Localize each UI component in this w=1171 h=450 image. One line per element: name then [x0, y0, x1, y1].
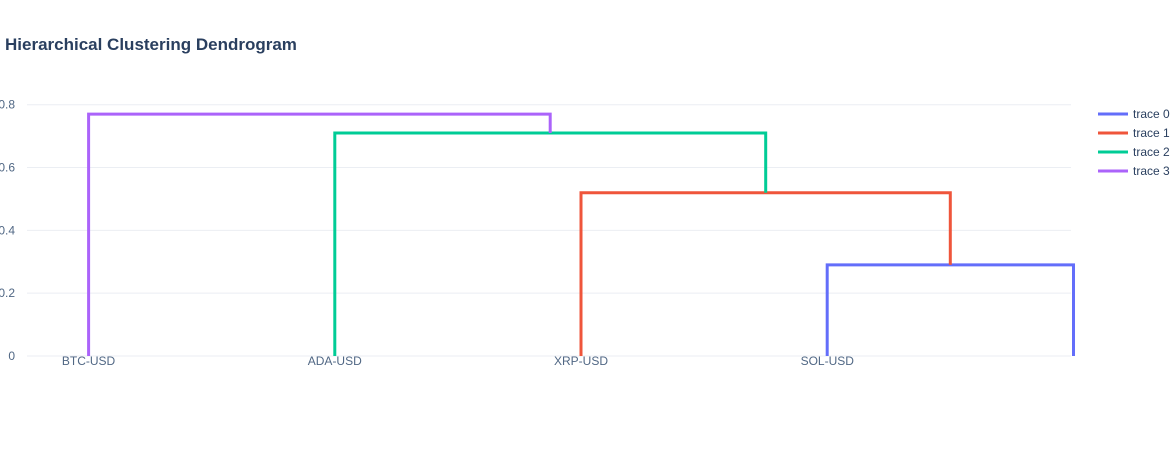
- y-tick-label: 0.2: [0, 286, 15, 300]
- y-tick-label: 0.6: [0, 161, 15, 175]
- dendrogram-link-trace-3[interactable]: [87, 112, 552, 356]
- dendrogram-link-trace-0[interactable]: [825, 263, 1075, 356]
- y-axis: 0 0.2 0.4 0.6 0.8: [0, 98, 15, 363]
- x-tick-label: ADA-USD: [308, 354, 362, 368]
- legend-label: trace 3: [1133, 164, 1170, 178]
- x-tick-label: SOL-USD: [801, 354, 855, 368]
- legend[interactable]: trace 0 trace 1 trace 2 trace 3: [1098, 107, 1170, 178]
- legend-item-trace-2[interactable]: trace 2: [1098, 145, 1170, 159]
- grid-layer: [27, 104, 1071, 357]
- x-tick-label: XRP-USD: [554, 354, 608, 368]
- legend-item-trace-0[interactable]: trace 0: [1098, 107, 1170, 121]
- legend-label: trace 2: [1133, 145, 1170, 159]
- y-tick-label: 0.4: [0, 223, 15, 237]
- y-tick-label: 0.8: [0, 98, 15, 112]
- legend-label: trace 1: [1133, 126, 1170, 140]
- dendrogram-link-trace-1[interactable]: [579, 191, 952, 356]
- legend-item-trace-3[interactable]: trace 3: [1098, 164, 1170, 178]
- legend-label: trace 0: [1133, 107, 1170, 121]
- dendrogram-link-trace-2[interactable]: [333, 131, 768, 356]
- x-tick-label: BTC-USD: [62, 354, 116, 368]
- y-tick-label: 0: [8, 349, 15, 363]
- plot-area: [87, 112, 1075, 356]
- x-axis: BTC-USD ADA-USD XRP-USD SOL-USD: [62, 354, 854, 368]
- chart-title: Hierarchical Clustering Dendrogram: [5, 35, 297, 54]
- legend-item-trace-1[interactable]: trace 1: [1098, 126, 1170, 140]
